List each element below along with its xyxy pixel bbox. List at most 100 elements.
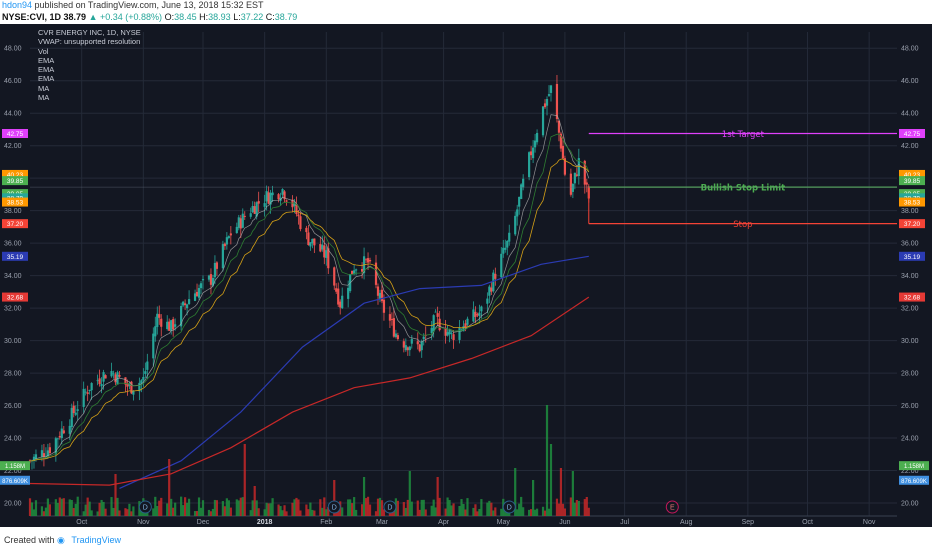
candle-body[interactable] (185, 304, 189, 309)
candle-body[interactable] (476, 314, 479, 316)
candle-body[interactable] (337, 288, 340, 305)
candle-body[interactable] (464, 323, 467, 328)
candle-body[interactable] (557, 120, 561, 133)
candle-body[interactable] (299, 216, 302, 230)
candle-body[interactable] (184, 303, 187, 306)
candle-body[interactable] (508, 232, 511, 242)
author-link[interactable]: hdon94 (2, 0, 33, 10)
candle-body[interactable] (353, 270, 356, 275)
candle-body[interactable] (82, 388, 85, 407)
candle-body[interactable] (118, 374, 121, 377)
candle-body[interactable] (197, 288, 201, 298)
candle-body[interactable] (434, 311, 437, 313)
legend-item[interactable]: VWAP: unsupported resolution (38, 37, 141, 47)
candle-body[interactable] (410, 338, 413, 344)
dividend-marker-icon[interactable] (502, 500, 516, 514)
candle-body[interactable] (221, 244, 224, 269)
candle-body[interactable] (486, 298, 489, 304)
candle-body[interactable] (502, 247, 505, 254)
candle-body[interactable] (263, 203, 266, 207)
candle-body[interactable] (438, 318, 441, 331)
candle-body[interactable] (285, 200, 288, 202)
candle-body[interactable] (281, 189, 284, 195)
candle-body[interactable] (430, 328, 433, 334)
candle-body[interactable] (585, 182, 588, 185)
candle-body[interactable] (62, 430, 65, 434)
candle-body[interactable] (563, 158, 567, 175)
candle-body[interactable] (388, 314, 392, 321)
candle-body[interactable] (42, 453, 46, 457)
candle-body[interactable] (396, 335, 399, 340)
candle-body[interactable] (60, 428, 63, 439)
candle-body[interactable] (380, 289, 384, 302)
candle-body[interactable] (569, 173, 572, 195)
candle-body[interactable] (142, 376, 145, 381)
candle-body[interactable] (333, 267, 336, 286)
candle-body[interactable] (283, 191, 286, 200)
candle-body[interactable] (364, 259, 368, 261)
candle-body[interactable] (32, 456, 36, 461)
candle-body[interactable] (374, 262, 378, 285)
candle-body[interactable] (444, 327, 447, 336)
candle-body[interactable] (341, 295, 344, 309)
candle-body[interactable] (360, 269, 364, 272)
candle-body[interactable] (392, 318, 396, 337)
candle-body[interactable] (40, 450, 44, 457)
candle-body[interactable] (541, 106, 545, 136)
chart-area[interactable]: 20.00 20.00 22.00 22.00 24.00 24.00 26.00 26.00… (0, 24, 932, 527)
candle-body[interactable] (555, 83, 559, 120)
candle-body[interactable] (193, 293, 197, 301)
candle-body[interactable] (466, 318, 469, 325)
candle-body[interactable] (271, 192, 274, 196)
candle-body[interactable] (229, 233, 232, 236)
candle-body[interactable] (504, 247, 507, 250)
candle-body[interactable] (172, 319, 175, 330)
candle-body[interactable] (535, 132, 539, 143)
candle-body[interactable] (227, 236, 230, 238)
candle-body[interactable] (436, 313, 439, 317)
candle-body[interactable] (144, 371, 147, 374)
candle-body[interactable] (146, 361, 149, 370)
candle-body[interactable] (187, 299, 191, 305)
candle-body[interactable] (402, 341, 405, 348)
candle-body[interactable] (110, 371, 113, 377)
legend-item[interactable]: EMA (38, 74, 55, 84)
candle-body[interactable] (351, 270, 354, 275)
candle-body[interactable] (366, 258, 370, 263)
candle-body[interactable] (98, 378, 101, 385)
candle-body[interactable] (112, 373, 115, 375)
candle-body[interactable] (450, 332, 453, 334)
candle-body[interactable] (347, 287, 350, 299)
candle-body[interactable] (140, 380, 143, 384)
candle-body[interactable] (305, 227, 308, 233)
price-chart[interactable]: 20.00 20.00 22.00 22.00 24.00 24.00 26.00 26.00… (0, 24, 932, 527)
candle-body[interactable] (462, 326, 465, 332)
candle-body[interactable] (152, 333, 155, 359)
candle-body[interactable] (88, 389, 91, 391)
candle-body[interactable] (58, 436, 61, 438)
candle-body[interactable] (583, 160, 586, 185)
candle-body[interactable] (335, 288, 338, 292)
candle-body[interactable] (561, 145, 565, 159)
candle-body[interactable] (446, 332, 449, 336)
candle-body[interactable] (474, 311, 477, 317)
candle-body[interactable] (265, 191, 268, 202)
candle-body[interactable] (480, 306, 483, 312)
candle-body[interactable] (571, 183, 574, 192)
candle-body[interactable] (531, 147, 535, 159)
candle-body[interactable] (490, 287, 493, 292)
candle-body[interactable] (533, 140, 537, 148)
candle-body[interactable] (520, 184, 523, 199)
legend-item[interactable]: MA (38, 83, 50, 93)
candle-body[interactable] (378, 292, 382, 300)
candle-body[interactable] (74, 412, 77, 415)
candle-body[interactable] (68, 425, 71, 434)
candle-body[interactable] (376, 286, 380, 296)
candle-body[interactable] (416, 341, 419, 345)
candle-body[interactable] (128, 384, 131, 386)
candle-body[interactable] (182, 301, 185, 306)
candle-body[interactable] (253, 206, 256, 214)
tradingview-link[interactable]: TradingView (71, 535, 121, 545)
candle-body[interactable] (321, 244, 324, 250)
candle-body[interactable] (100, 384, 103, 387)
